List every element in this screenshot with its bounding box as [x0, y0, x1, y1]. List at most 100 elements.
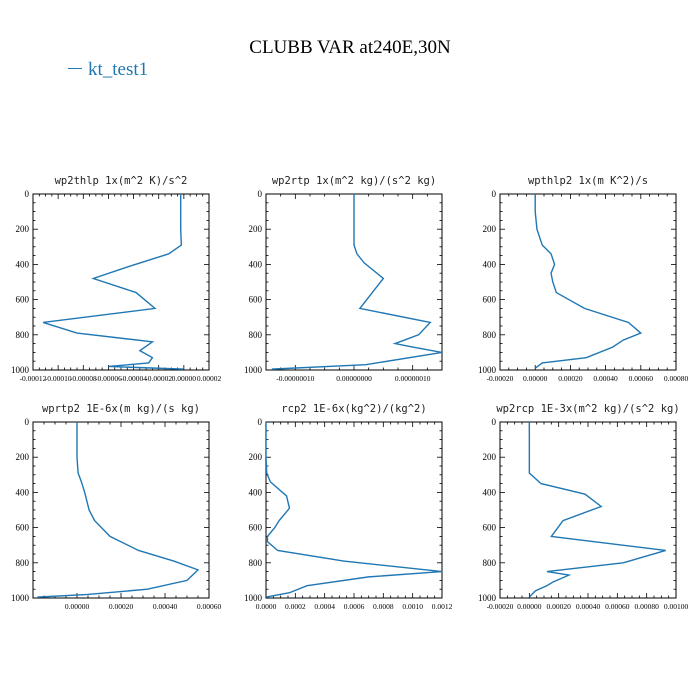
x-tick-label: 0.0008 — [373, 602, 394, 611]
y-tick-label: 600 — [249, 523, 263, 533]
x-tick-label: 0.0004 — [314, 602, 335, 611]
x-tick-label: 0.00000 — [523, 374, 548, 383]
x-tick-label: 0.0006 — [344, 602, 365, 611]
x-tick-label: -0.00002 — [145, 374, 172, 383]
x-tick-label: -0.00010 — [45, 374, 72, 383]
panel-5: rcp2 1E-6x(kg^2)/(kg^2) 0 200 400 600 800 1000… — [244, 403, 453, 611]
x-tick-label: 0.00020 — [109, 602, 134, 611]
x-tick-label: -0.00020 — [487, 374, 514, 383]
x-tick-label: -0.00000010 — [276, 374, 314, 383]
panel-title: rcp2 1E-6x(kg^2)/(kg^2) — [281, 403, 426, 415]
x-tick-label: 0.00000 — [517, 602, 542, 611]
y-tick-label: 0 — [25, 417, 30, 427]
plot-frame — [499, 193, 677, 371]
y-tick-label: 1000 — [11, 365, 30, 375]
y-tick-label: 200 — [483, 224, 497, 234]
y-tick-label: 400 — [483, 259, 497, 269]
panel-title: wprtp2 1E-6x(m kg)/(s kg) — [42, 403, 200, 415]
x-tick-label: 0.00002 — [197, 374, 222, 383]
x-tick-label: 0.00060 — [629, 374, 654, 383]
x-tick-label: 0.00060 — [197, 602, 222, 611]
plot-frame — [32, 193, 210, 371]
y-tick-label: 200 — [249, 452, 263, 462]
legend: kt_test1 — [68, 59, 148, 81]
panel-4: wprtp2 1E-6x(m kg)/(s kg) 0 200 400 600 800 10… — [11, 403, 221, 611]
x-tick-label: 0.0010 — [402, 602, 423, 611]
legend-swatch — [68, 68, 82, 70]
y-tick-label: 200 — [249, 224, 263, 234]
y-tick-label: 800 — [16, 558, 30, 568]
y-tick-label: 600 — [16, 295, 30, 305]
y-tick-label: 200 — [483, 452, 497, 462]
y-tick-label: 200 — [16, 224, 30, 234]
y-tick-label: 600 — [483, 523, 497, 533]
x-tick-label: 0.00020 — [558, 374, 583, 383]
panel-title: wp2rtp 1x(m^2 kg)/(s^2 kg) — [272, 175, 436, 187]
x-tick-label: 0.00040 — [593, 374, 618, 383]
panel-title: wp2thlp 1x(m^2 K)/s^2 — [55, 175, 188, 187]
y-tick-label: 0 — [492, 189, 497, 199]
y-tick-label: 400 — [483, 487, 497, 497]
x-tick-label: 0.00000000 — [336, 374, 372, 383]
x-tick-label: 0.0012 — [432, 602, 453, 611]
x-tick-label: 0.00040 — [576, 602, 601, 611]
y-tick-label: 600 — [249, 295, 263, 305]
y-tick-label: 600 — [16, 523, 30, 533]
series-line — [42, 194, 184, 370]
plot-frame — [32, 421, 210, 599]
y-tick-label: 800 — [483, 558, 497, 568]
panel-3: wpthlp2 1x(m K^2)/s 0 200 400 600 800 1000-0.0… — [478, 175, 688, 383]
y-tick-label: 600 — [483, 295, 497, 305]
y-tick-label: 400 — [16, 487, 30, 497]
plot-frame — [265, 421, 443, 599]
y-tick-label: 800 — [249, 330, 263, 340]
y-tick-label: 800 — [249, 558, 263, 568]
x-tick-label: 0.00080 — [634, 602, 659, 611]
plot-frame — [499, 421, 677, 599]
y-tick-label: 1000 — [244, 365, 263, 375]
x-tick-label: -0.00004 — [120, 374, 147, 383]
x-tick-label: -0.00006 — [95, 374, 122, 383]
y-tick-label: 1000 — [244, 593, 263, 603]
y-tick-label: 0 — [492, 417, 497, 427]
series-line — [534, 194, 643, 369]
x-tick-label: 0.00000010 — [395, 374, 431, 383]
x-tick-label: 0.00000 — [172, 374, 197, 383]
y-tick-label: 800 — [16, 330, 30, 340]
x-tick-label: 0.00060 — [605, 602, 630, 611]
figure-title: CLUBB VAR at240E,30N — [249, 37, 451, 58]
x-tick-label: -0.00020 — [487, 602, 514, 611]
panel-title: wp2rcp 1E-3x(m^2 kg)/(s^2 kg) — [496, 403, 679, 415]
y-tick-label: 400 — [249, 487, 263, 497]
x-tick-label: -0.00008 — [70, 374, 97, 383]
panel-6: wp2rcp 1E-3x(m^2 kg)/(s^2 kg) 0 200 400 600 8… — [478, 403, 688, 611]
panel-1: wp2thlp 1x(m^2 K)/s^202004006008001000-0… — [11, 175, 221, 383]
series-line — [37, 422, 200, 598]
x-tick-label: 0.0002 — [285, 602, 306, 611]
series-line — [271, 194, 442, 370]
y-tick-label: 1000 — [478, 365, 497, 375]
x-tick-label: 0.00100 — [664, 602, 689, 611]
y-tick-label: 1000 — [478, 593, 497, 603]
x-tick-label: 0.00080 — [664, 374, 689, 383]
y-tick-label: 1000 — [11, 593, 30, 603]
y-tick-label: 0 — [258, 417, 263, 427]
x-tick-label: 0.0000 — [256, 602, 277, 611]
series-line — [266, 422, 442, 598]
x-tick-label: 0.00040 — [153, 602, 178, 611]
panel-title: wpthlp2 1x(m K^2)/s — [528, 175, 648, 187]
x-tick-label: -0.00012 — [20, 374, 47, 383]
y-tick-label: 0 — [258, 189, 263, 199]
y-tick-label: 200 — [16, 452, 30, 462]
legend-label: kt_test1 — [88, 59, 149, 80]
y-tick-label: 400 — [249, 259, 263, 269]
x-tick-label: 0.00020 — [546, 602, 571, 611]
y-tick-label: 400 — [16, 259, 30, 269]
x-tick-label: 0.00000 — [65, 602, 90, 611]
y-tick-label: 800 — [483, 330, 497, 340]
y-tick-label: 0 — [25, 189, 30, 199]
panel-2: wp2rtp 1x(m^2 kg)/(s^2 kg) 0 200 400 600 800 1… — [244, 175, 443, 383]
series-line — [528, 422, 666, 598]
